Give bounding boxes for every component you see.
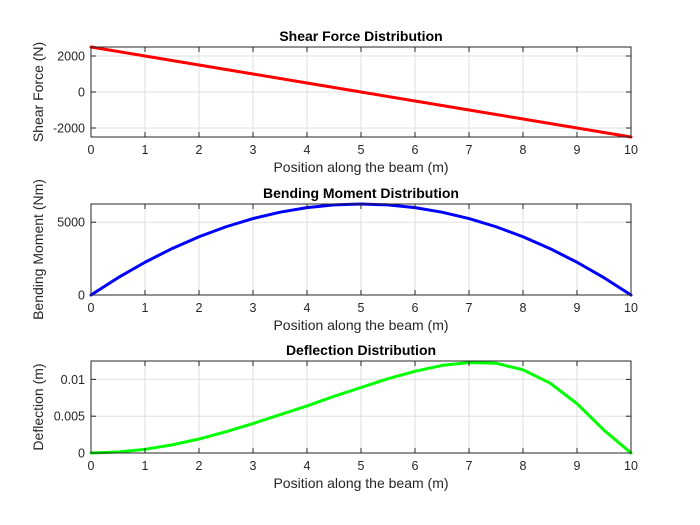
y-tick-label: 0.01 (61, 373, 85, 387)
x-tick-label: 4 (304, 301, 311, 315)
x-axis-label: Position along the beam (m) (273, 475, 448, 491)
y-tick-label: 0 (78, 86, 85, 100)
x-tick-label: 8 (520, 459, 527, 473)
x-tick-label: 9 (574, 301, 581, 315)
y-tick-label: 0 (78, 447, 85, 461)
x-axis-label: Position along the beam (m) (273, 317, 448, 333)
chart-panel-3: 0 1 2 3 4 5 6 7 8 9 10 0 0.005 0.01 Deflection Distrib… (30, 342, 638, 491)
x-tick-label: 5 (358, 301, 365, 315)
x-tick-label: 0 (88, 301, 95, 315)
x-tick-label: 0 (88, 143, 95, 157)
x-tick-label: 3 (250, 459, 257, 473)
y-tick-label: -2000 (53, 122, 85, 136)
x-tick-label: 3 (250, 143, 257, 157)
x-tick-label: 4 (304, 143, 311, 157)
x-tick-label: 7 (466, 459, 473, 473)
x-tick-label: 2 (196, 301, 203, 315)
x-tick-label: 3 (250, 301, 257, 315)
chart-title: Bending Moment Distribution (263, 185, 459, 201)
x-tick-label: 2 (196, 459, 203, 473)
y-tick-label: 0 (78, 289, 85, 303)
x-tick-label: 5 (358, 459, 365, 473)
chart-title: Shear Force Distribution (279, 28, 442, 44)
series-line (89, 360, 633, 455)
x-tick-label: 6 (412, 459, 419, 473)
chart-title: Deflection Distribution (286, 342, 436, 358)
y-axis-label: Deflection (m) (30, 363, 46, 450)
x-tick-label: 9 (574, 143, 581, 157)
x-tick-label: 10 (624, 459, 638, 473)
x-axis-label: Position along the beam (m) (273, 159, 448, 175)
x-tick-label: 6 (412, 143, 419, 157)
series-line (89, 45, 633, 139)
x-tick-label: 5 (358, 143, 365, 157)
x-tick-label: 9 (574, 459, 581, 473)
x-tick-label: 4 (304, 459, 311, 473)
y-axis-label: Bending Moment (Nm) (30, 179, 46, 320)
x-tick-label: 8 (520, 143, 527, 157)
x-tick-label: 0 (88, 459, 95, 473)
x-tick-label: 7 (466, 301, 473, 315)
y-tick-label: 5000 (57, 216, 85, 230)
chart-panel-2: 0 1 2 3 4 5 6 7 8 9 10 0 5000 Bending Moment Distribu… (30, 179, 638, 333)
x-tick-label: 1 (142, 459, 149, 473)
x-tick-label: 1 (142, 301, 149, 315)
x-tick-label: 7 (466, 143, 473, 157)
y-tick-label: 0.005 (54, 410, 85, 424)
x-tick-label: 10 (624, 143, 638, 157)
x-tick-label: 6 (412, 301, 419, 315)
x-tick-label: 1 (142, 143, 149, 157)
y-axis-label: Shear Force (N) (30, 42, 46, 142)
x-tick-label: 8 (520, 301, 527, 315)
x-tick-label: 10 (624, 301, 638, 315)
x-tick-label: 2 (196, 143, 203, 157)
y-tick-label: 2000 (57, 50, 85, 64)
